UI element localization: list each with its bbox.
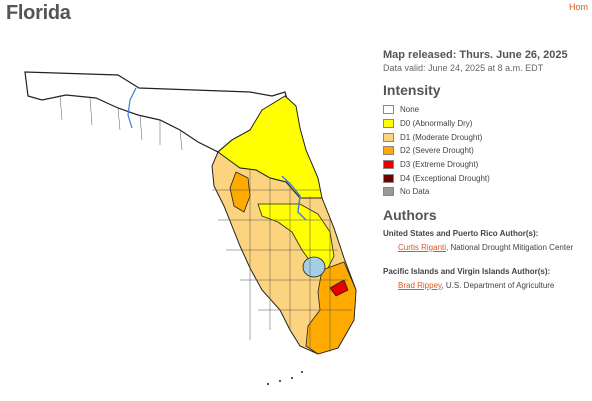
page-title: Florida bbox=[6, 2, 71, 24]
legend-item: D2 (Severe Drought) bbox=[383, 144, 589, 158]
florida-keys bbox=[267, 371, 303, 385]
intensity-heading: Intensity bbox=[383, 82, 441, 98]
legend-swatch bbox=[383, 173, 394, 183]
info-panel: Map released: Thurs. June 26, 2025 Data … bbox=[383, 49, 589, 290]
legend-item: D4 (Exceptional Drought) bbox=[383, 171, 589, 185]
legend-item: D0 (Abnormally Dry) bbox=[383, 117, 589, 131]
author-group-title: United States and Puerto Rico Author(s): bbox=[383, 228, 539, 238]
authors-heading: Authors bbox=[383, 206, 437, 223]
legend-swatch bbox=[383, 187, 394, 197]
legend-item: D3 (Extreme Drought) bbox=[383, 158, 589, 172]
legend-label: D2 (Severe Drought) bbox=[400, 146, 474, 156]
legend-swatch bbox=[383, 146, 394, 156]
author-link[interactable]: Brad Rippey bbox=[398, 280, 442, 290]
legend-label: D3 (Extreme Drought) bbox=[400, 160, 479, 170]
legend-item: No Data bbox=[383, 185, 589, 199]
legend-swatch bbox=[383, 119, 394, 129]
author-line: Brad Rippey, U.S. Department of Agricult… bbox=[383, 281, 589, 290]
legend-label: D0 (Abnormally Dry) bbox=[400, 119, 473, 129]
legend-swatch bbox=[383, 160, 394, 170]
author-link[interactable]: Curtis Riganti bbox=[398, 242, 447, 252]
home-link[interactable]: Hom bbox=[568, 2, 588, 12]
legend-label: D4 (Exceptional Drought) bbox=[400, 173, 490, 183]
map-d3-spot bbox=[329, 279, 349, 297]
legend-swatch bbox=[383, 105, 394, 115]
st-johns-river bbox=[281, 175, 307, 221]
intensity-legend: None D0 (Abnormally Dry) D1 (Moderate Dr… bbox=[383, 103, 589, 199]
author-org: , U.S. Department of Agriculture bbox=[441, 280, 555, 290]
legend-item: D1 (Moderate Drought) bbox=[383, 130, 589, 144]
author-line: Curtis Riganti, National Drought Mitigat… bbox=[383, 243, 589, 252]
legend-item: None bbox=[383, 103, 589, 117]
legend-swatch bbox=[383, 132, 394, 142]
author-org: , National Drought Mitigation Center bbox=[446, 242, 574, 252]
map-d2-west bbox=[229, 171, 251, 213]
apalachicola-river bbox=[127, 87, 137, 129]
data-valid-text: Data valid: June 24, 2025 at 8 a.m. EDT bbox=[383, 63, 544, 73]
author-group-title: Pacific Islands and Virgin Islands Autho… bbox=[383, 266, 551, 276]
legend-label: No Data bbox=[400, 187, 430, 197]
county-lines bbox=[59, 94, 352, 352]
legend-label: None bbox=[400, 105, 420, 115]
lake-okeechobee bbox=[302, 256, 326, 278]
legend-label: D1 (Moderate Drought) bbox=[400, 132, 483, 142]
florida-drought-map bbox=[24, 71, 357, 385]
map-released-text: Map released: Thurs. June 26, 2025 bbox=[383, 49, 568, 61]
